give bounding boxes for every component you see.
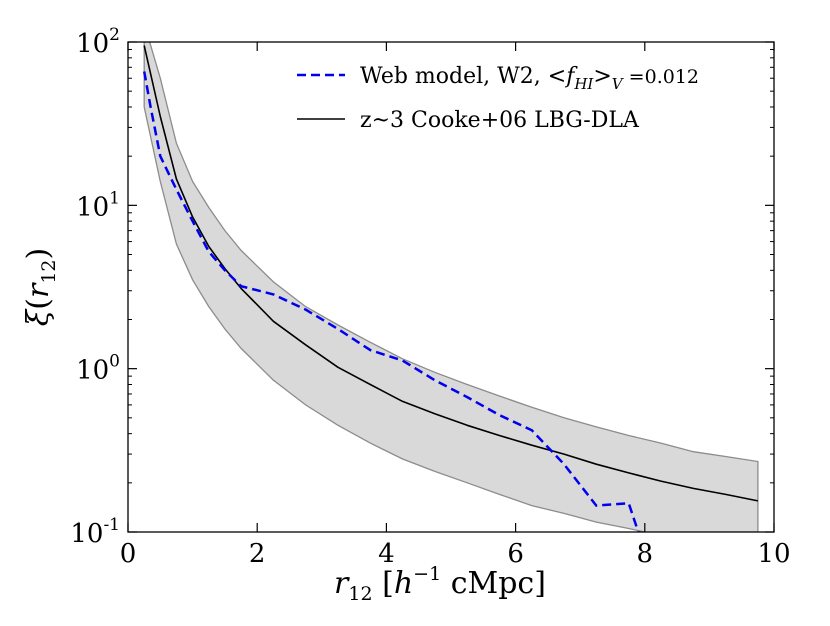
x-axis-label: r12 [h−1 cMpc] <box>334 563 546 605</box>
x-tick-label: 8 <box>637 539 654 569</box>
x-tick-label: 2 <box>249 539 266 569</box>
legend-label-cooke: z~3 Cooke+06 LBG-DLA <box>360 108 640 133</box>
y-tick-label: 102 <box>76 25 120 59</box>
y-axis-label: ξ(r12) <box>21 248 60 327</box>
legend-label-model: Web model, W2, <fHI>V =0.012 <box>360 64 699 93</box>
y-tick-label: 10-1 <box>70 515 120 549</box>
y-tick-label: 101 <box>76 188 120 222</box>
x-tick-label: 0 <box>120 539 137 569</box>
x-tick-label: 4 <box>378 539 395 569</box>
uncertainty-band <box>143 42 759 532</box>
y-tick-label: 100 <box>76 352 120 386</box>
series-line-cooke <box>143 45 759 502</box>
legend: Web model, W2, <fHI>V =0.012 z~3 Cooke+0… <box>297 64 699 133</box>
plot-frame <box>127 41 775 533</box>
x-tick-label: 10 <box>757 539 790 569</box>
x-tick-label: 6 <box>507 539 524 569</box>
